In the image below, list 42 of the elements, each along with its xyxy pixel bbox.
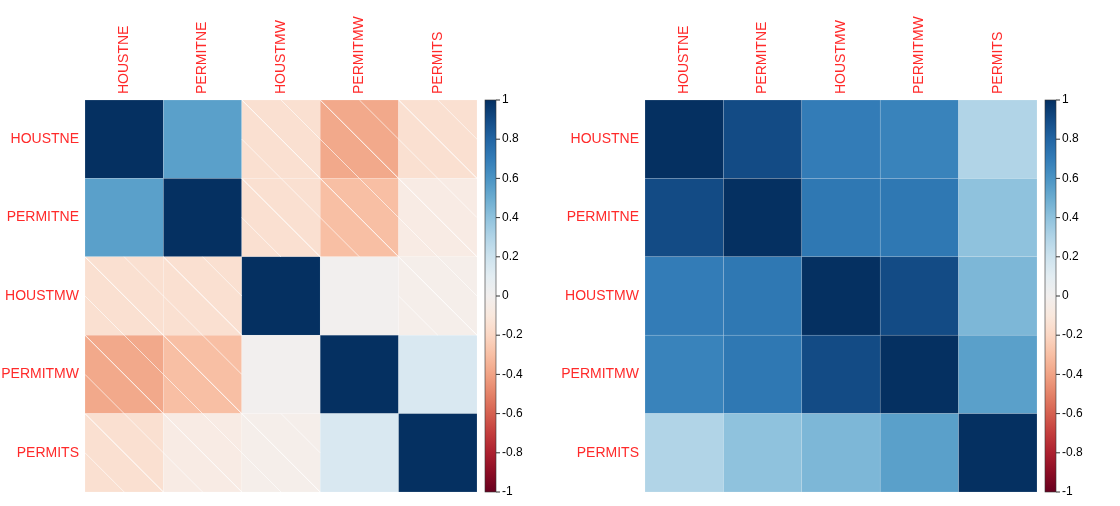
x-tick-label: HOUSTMW — [831, 19, 848, 94]
color-bar-label: -0.2 — [1062, 327, 1083, 342]
x-tick-label: HOUSTNE — [114, 25, 131, 94]
color-bar-label: -0.2 — [502, 327, 523, 342]
color-bar-label: 1 — [1062, 92, 1069, 107]
y-tick-label: PERMITNE — [6, 208, 79, 225]
color-bar-label: 0.8 — [1062, 131, 1080, 146]
color-bar-label: -0.6 — [502, 405, 523, 420]
x-tick-label: PERMITS — [988, 31, 1005, 94]
y-tick-label: PERMITNE — [566, 208, 639, 225]
x-tick-label: HOUSTMW — [271, 19, 288, 94]
color-bar-label: -0.4 — [1062, 366, 1083, 381]
color-bar-label: -1 — [502, 484, 513, 499]
color-bar-label: 0.2 — [502, 248, 520, 263]
color-bar-label: -1 — [1062, 484, 1073, 499]
x-tick-label: PERMITNE — [193, 21, 210, 94]
color-bar-label: -0.8 — [502, 444, 523, 459]
y-tick-label: HOUSTMW — [565, 286, 640, 303]
color-bar-label: 0 — [502, 288, 509, 303]
color-bar-label: 1 — [502, 92, 509, 107]
color-bar-label: 0.8 — [502, 131, 520, 146]
y-tick-label: PERMITS — [576, 443, 639, 460]
y-tick-label: PERMITS — [16, 443, 79, 460]
x-tick-label: PERMITS — [428, 31, 445, 94]
x-tick-label: PERMITMW — [910, 15, 927, 94]
x-tick-label: PERMITNE — [753, 21, 770, 94]
y-tick-label: HOUSTNE — [10, 129, 79, 146]
color-bar-label: 0.4 — [502, 209, 520, 224]
color-bar-label: 0 — [1062, 288, 1069, 303]
color-bar-label: -0.4 — [502, 366, 523, 381]
x-tick-label: HOUSTNE — [674, 25, 691, 94]
y-tick-label: HOUSTMW — [5, 286, 80, 303]
y-tick-label: PERMITMW — [561, 365, 640, 382]
y-tick-label: HOUSTNE — [570, 129, 639, 146]
color-bar-label: 0.4 — [1062, 209, 1080, 224]
color-bar-label: -0.6 — [1062, 405, 1083, 420]
color-bar-label: 0.6 — [502, 170, 520, 185]
x-tick-label: PERMITMW — [350, 15, 367, 94]
color-bar-label: 0.6 — [1062, 170, 1080, 185]
color-bar-label: -0.8 — [1062, 444, 1083, 459]
y-tick-label: PERMITMW — [1, 365, 80, 382]
color-bar-label: 0.2 — [1062, 248, 1080, 263]
